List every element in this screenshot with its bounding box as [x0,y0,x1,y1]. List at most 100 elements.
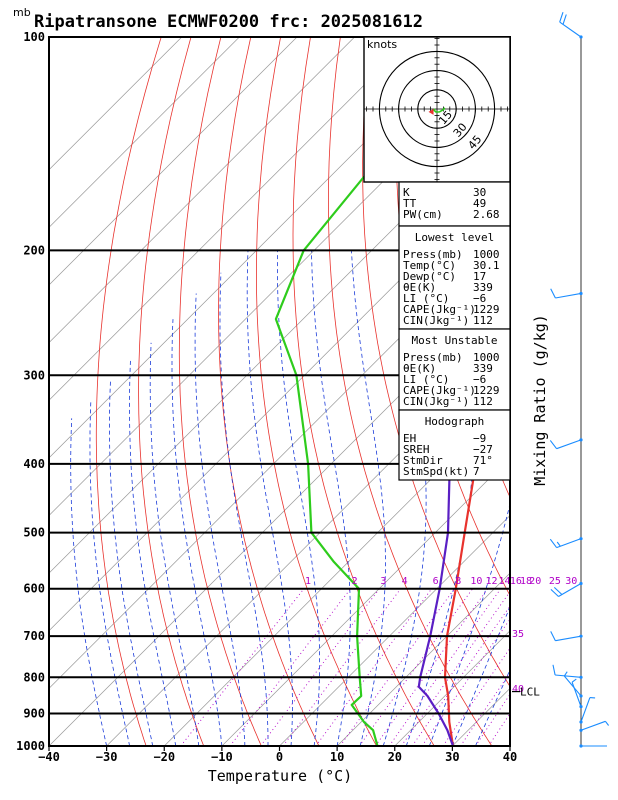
temperature-tick-label: 0 [276,750,283,764]
isotherm-line [221,457,510,746]
x-axis-label: Temperature (°C) [208,767,353,785]
table-row-label: StmDir [403,454,443,467]
mixing-ratio-label: 25 [549,576,561,587]
mixing-ratio-line [460,671,510,746]
isotherm-line [49,169,510,632]
temperature-tick-label: 40 [503,750,517,764]
pressure-tick-label: 500 [23,526,45,540]
isotherm-line [49,37,298,286]
wind-barb-flag [562,14,567,25]
mixing-ratio-label: 18 [520,576,532,587]
mixing-ratio-label: 6 [433,576,439,587]
table-row-label: CAPE(Jkg⁻¹) [403,303,476,316]
moist-adiabat-line [219,272,269,746]
mixing-ratio-label: 20 [529,576,541,587]
isotherm-line [164,399,510,746]
table-row-label: CAPE(Jkg⁻¹) [403,384,476,397]
wind-barb-staff [571,682,582,707]
moist-adiabat-line [129,359,177,746]
most-unstable-box-heading: Most Unstable [411,334,497,347]
table-row-value: −6 [473,373,486,386]
moist-adiabat-line [70,418,107,746]
hodograph-trace [432,107,446,113]
mixing-ratio-label: 3 [380,576,386,587]
mixing-ratio-label: 16 [510,576,522,587]
temperature-tick-label: 20 [388,750,402,764]
wind-barb-staff [555,292,582,299]
table-row-label: Press(mb) [403,351,463,364]
mixing-ratio-label: 4 [402,576,408,587]
mixing-ratio-label: 2 [352,576,358,587]
mixing-ratio-label: 12 [485,576,497,587]
isotherm-line [336,572,510,746]
table-row-label: TT [403,197,417,210]
table-row-label: LI (°C) [403,292,449,305]
table-row-label: CIN(Jkg⁻¹) [403,314,469,327]
pressure-tick-label: 400 [23,457,45,471]
dry-adiabat-line [255,37,377,746]
table-row-value: 71° [473,454,493,467]
most-unstable-box [398,328,511,411]
wind-barb-staff [580,720,606,731]
wind-barb [549,438,583,450]
wind-barb-flag [552,664,556,676]
wind-barb-staff [558,583,582,597]
table-row-label: SREH [403,443,430,456]
table-row-label: PW(cm) [403,208,443,221]
wind-barb-staff [556,538,582,549]
wind-barb [579,720,610,732]
temperature-axis: −40 −30 −20 −10 0 10 20 30 40 [38,746,517,764]
table-row-value: 2.68 [473,208,500,221]
lcl-label: LCL [520,686,540,699]
hodograph-ring [417,89,457,129]
indices-box [398,181,511,227]
wind-barb [571,678,583,709]
moist-adiabat-line [351,250,386,746]
table-row-value: −6 [473,292,486,305]
dry-adiabat-line [95,37,162,746]
table-row-value: 112 [473,314,493,327]
wind-barb [559,12,583,39]
moist-adiabat-line [149,342,200,746]
table-row-value: −9 [473,432,486,445]
hodograph-ring [398,70,476,148]
isotherm-line [49,37,413,401]
pressure-tick-label: 300 [23,368,45,382]
pressure-tick-label: 700 [23,629,45,643]
temperature-tick-label: 30 [445,750,459,764]
moist-adiabat-line [277,250,320,746]
pressure-tick-label: 900 [23,707,45,721]
table-row-label: EH [403,432,416,445]
pressure-unit-label: mb [13,6,31,19]
wind-barb [563,671,583,698]
mixing-ratio-line [411,605,510,746]
wind-barb [550,631,583,642]
table-row-value: 339 [473,281,493,294]
table-row-label: Press(mb) [403,248,463,261]
lowest-level-box-heading: Lowest level [415,231,494,244]
hodograph-ring [378,50,496,168]
dry-adiabat-line [138,37,205,746]
mixing-ratio-line [475,693,510,746]
wind-barb-flag [549,440,558,450]
dry-adiabat-line [579,37,618,746]
wind-barb-staff [580,697,591,723]
mixing-ratio-line [488,712,510,746]
table-row-value: 30.1 [473,259,500,272]
hodograph-stats-box-heading: Hodograph [425,415,485,428]
dry-adiabat-line [609,37,618,746]
dry-adiabat-line [292,37,435,746]
pressure-tick-label: 100 [23,30,45,44]
table-row-value: 17 [473,270,486,283]
wind-barb-half-flag [571,678,577,683]
wind-barb-flag [549,538,558,548]
table-row-label: CIN(Jkg⁻¹) [403,395,469,408]
wind-barb-staff [556,439,582,450]
mixing-ratio-axis-label: Mixing Ratio (g/kg) [531,314,549,486]
mixing-ratio-line [400,590,510,746]
temperature-tick-label: −20 [153,750,175,764]
pressure-tick-label: 600 [23,582,45,596]
wind-barb-staff [563,675,582,697]
hodograph-stats-box [398,409,511,481]
mixing-ratio-label: 35 [512,629,524,640]
